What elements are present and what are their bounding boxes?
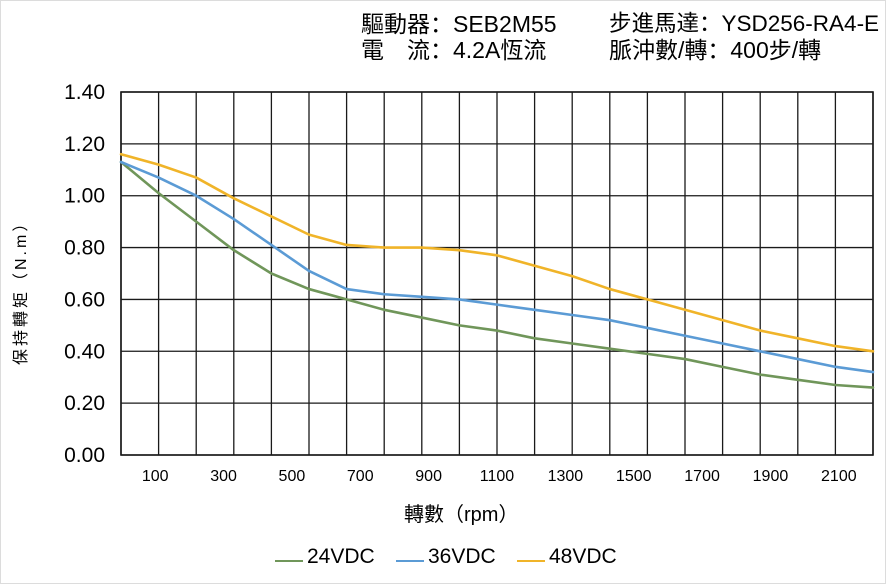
svg-text:1500: 1500 (616, 468, 652, 485)
svg-text:1.40: 1.40 (64, 81, 105, 104)
svg-text:1.20: 1.20 (64, 133, 105, 156)
svg-text:0.20: 0.20 (64, 392, 105, 415)
svg-text:900: 900 (415, 468, 442, 485)
svg-text:0.60: 0.60 (64, 288, 105, 311)
svg-text:0.80: 0.80 (64, 237, 105, 260)
svg-text:500: 500 (279, 468, 306, 485)
svg-text:100: 100 (142, 468, 169, 485)
svg-text:1.00: 1.00 (64, 185, 105, 208)
svg-text:2100: 2100 (821, 468, 857, 485)
svg-text:0.40: 0.40 (64, 340, 105, 363)
svg-text:1700: 1700 (684, 468, 720, 485)
svg-text:1900: 1900 (753, 468, 789, 485)
svg-text:700: 700 (347, 468, 374, 485)
svg-text:1100: 1100 (480, 468, 515, 485)
svg-text:300: 300 (210, 468, 237, 485)
svg-text:0.00: 0.00 (64, 444, 105, 467)
svg-text:1300: 1300 (548, 468, 584, 485)
